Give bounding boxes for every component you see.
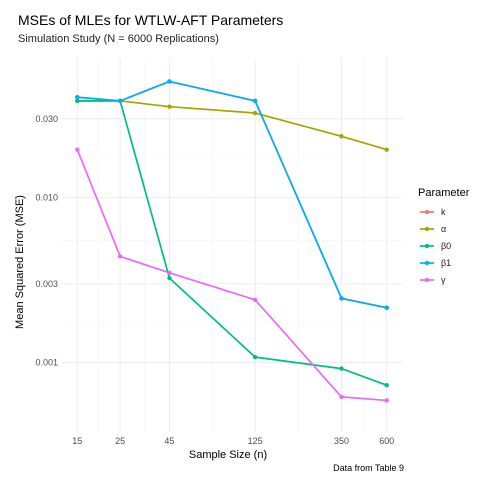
series-line bbox=[76, 149, 387, 402]
data-point bbox=[75, 147, 80, 152]
x-tick-label: 600 bbox=[379, 436, 394, 446]
chart-caption: Data from Table 9 bbox=[333, 463, 404, 473]
legend-item: k bbox=[420, 207, 446, 217]
data-point bbox=[75, 98, 80, 104]
data-point bbox=[339, 394, 344, 400]
series-line bbox=[77, 80, 387, 309]
data-point bbox=[75, 95, 80, 100]
data-point bbox=[339, 366, 344, 371]
legend-label: β1 bbox=[441, 258, 451, 268]
data-point bbox=[117, 98, 123, 104]
series-γ bbox=[75, 147, 389, 403]
data-point bbox=[167, 79, 172, 84]
chart-subtitle: Simulation Study (N = 6000 Replications) bbox=[18, 33, 219, 45]
legend: Parameter kα β0 β1 γ bbox=[418, 187, 470, 285]
legend-label: α bbox=[441, 224, 446, 234]
y-tick-label: 0.010 bbox=[35, 193, 58, 203]
data-point bbox=[384, 305, 389, 310]
legend-label: γ bbox=[441, 275, 446, 285]
y-tick-label: 0.001 bbox=[35, 358, 58, 368]
series-line bbox=[77, 100, 388, 386]
x-tick-label: 25 bbox=[115, 436, 125, 446]
data-point bbox=[384, 147, 389, 152]
legend-key-point bbox=[424, 209, 430, 215]
data-point bbox=[252, 297, 258, 303]
y-axis-title: Mean Squared Error (MSE) bbox=[14, 195, 26, 329]
legend-title: Parameter bbox=[418, 187, 470, 199]
x-tick-label: 350 bbox=[334, 436, 349, 446]
data-point bbox=[167, 104, 172, 109]
data-point bbox=[384, 382, 389, 388]
legend-item: β0 bbox=[420, 241, 451, 251]
grid-lines bbox=[62, 58, 402, 432]
series-β1 bbox=[75, 79, 389, 310]
y-tick-label: 0.003 bbox=[35, 279, 58, 289]
data-point bbox=[339, 134, 344, 139]
x-axis-ticks: 15 25 45 125 350 600 bbox=[72, 436, 394, 446]
legend-key-point bbox=[424, 243, 430, 249]
x-tick-label: 45 bbox=[164, 436, 174, 446]
x-tick-label: 125 bbox=[248, 436, 263, 446]
data-point bbox=[117, 254, 123, 259]
x-tick-label: 15 bbox=[72, 436, 82, 446]
series-lines bbox=[75, 79, 389, 403]
legend-label: β0 bbox=[441, 241, 451, 251]
series-line bbox=[77, 100, 387, 151]
legend-item: α bbox=[420, 224, 446, 234]
legend-label: k bbox=[441, 207, 446, 217]
legend-key-point bbox=[424, 277, 430, 283]
y-tick-label: 0.030 bbox=[35, 114, 58, 124]
legend-key-point bbox=[424, 260, 430, 266]
legend-key-point bbox=[424, 226, 430, 232]
data-point bbox=[252, 354, 258, 360]
chart-title: MSEs of MLEs for WTLW-AFT Parameters bbox=[18, 12, 283, 28]
data-point bbox=[252, 98, 258, 104]
legend-item: γ bbox=[420, 275, 446, 285]
y-axis-ticks: 0.001 0.003 0.010 0.030 bbox=[35, 114, 58, 368]
data-point bbox=[252, 110, 258, 116]
data-point bbox=[167, 275, 172, 281]
data-point bbox=[167, 270, 172, 275]
data-point bbox=[339, 296, 344, 301]
legend-item: β1 bbox=[420, 258, 451, 268]
data-point bbox=[384, 398, 389, 403]
plot-panel bbox=[62, 58, 402, 432]
x-axis-title: Sample Size (n) bbox=[189, 449, 267, 461]
